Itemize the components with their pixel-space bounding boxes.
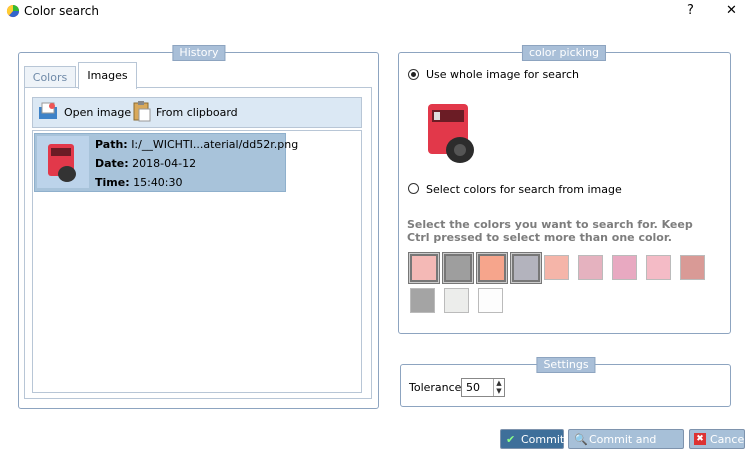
label: Path: [95, 138, 128, 151]
tolerance-label: Tolerance: [409, 381, 466, 394]
preview-image [408, 90, 492, 176]
tab-selected[interactable]: Images [78, 62, 137, 89]
color-swatch[interactable] [612, 255, 637, 280]
color-swatch[interactable] [578, 255, 603, 280]
radio-label[interactable]: Select colors for search from image [426, 183, 622, 196]
color-swatch[interactable] [544, 255, 569, 280]
entry-thumbnail [37, 136, 89, 188]
label: Time: [95, 176, 130, 189]
time: 15:40:30 [133, 176, 183, 189]
group-title: color picking [521, 45, 607, 61]
color-swatch[interactable] [408, 252, 440, 284]
commit-button[interactable]: ✔ Commit [500, 429, 564, 449]
date: 2018-04-12 [132, 157, 197, 170]
tab[interactable]: Colors [24, 66, 76, 89]
button-label: Commit [521, 433, 565, 446]
open-icon [39, 102, 57, 119]
color-swatch[interactable] [510, 252, 542, 284]
color-swatch[interactable] [442, 252, 474, 284]
toolbar [32, 97, 362, 128]
radio-checked[interactable] [408, 69, 419, 80]
close-button[interactable]: ✕ [726, 3, 737, 18]
button-label: Commit and Search [589, 433, 657, 457]
color-swatch[interactable] [444, 288, 469, 313]
button-label: Cancel [710, 433, 748, 446]
app-icon [6, 4, 20, 18]
settings-group [400, 364, 731, 407]
window-title: Color search [24, 4, 100, 18]
from-clipboard-button[interactable]: From clipboard [156, 106, 238, 119]
clipboard-icon [133, 101, 151, 122]
color-swatch[interactable] [478, 288, 503, 313]
open-image-button[interactable]: Open image [64, 106, 132, 119]
cancel-button[interactable]: ✖ Cancel [689, 429, 748, 449]
color-swatch[interactable] [476, 252, 508, 284]
group-title: Settings [536, 357, 596, 373]
radio-label[interactable]: Use whole image for search [426, 68, 579, 81]
help-button[interactable]: ? [687, 3, 694, 18]
commit-search-button[interactable]: 🔍Commit and Search [568, 429, 684, 457]
label: Date: [95, 157, 129, 170]
instruction: Select the colors you want to search for… [407, 218, 693, 244]
color-swatch[interactable] [646, 255, 671, 280]
path: I:/__WICHTI...aterial/dd52r.png [131, 138, 299, 151]
tolerance-spinbox[interactable]: 50 ▲ ▼ [461, 378, 505, 397]
tolerance-value: 50 [466, 381, 480, 394]
radio[interactable] [408, 183, 419, 194]
color-swatch[interactable] [680, 255, 705, 280]
color-swatch[interactable] [410, 288, 435, 313]
group-title: History [172, 45, 226, 61]
